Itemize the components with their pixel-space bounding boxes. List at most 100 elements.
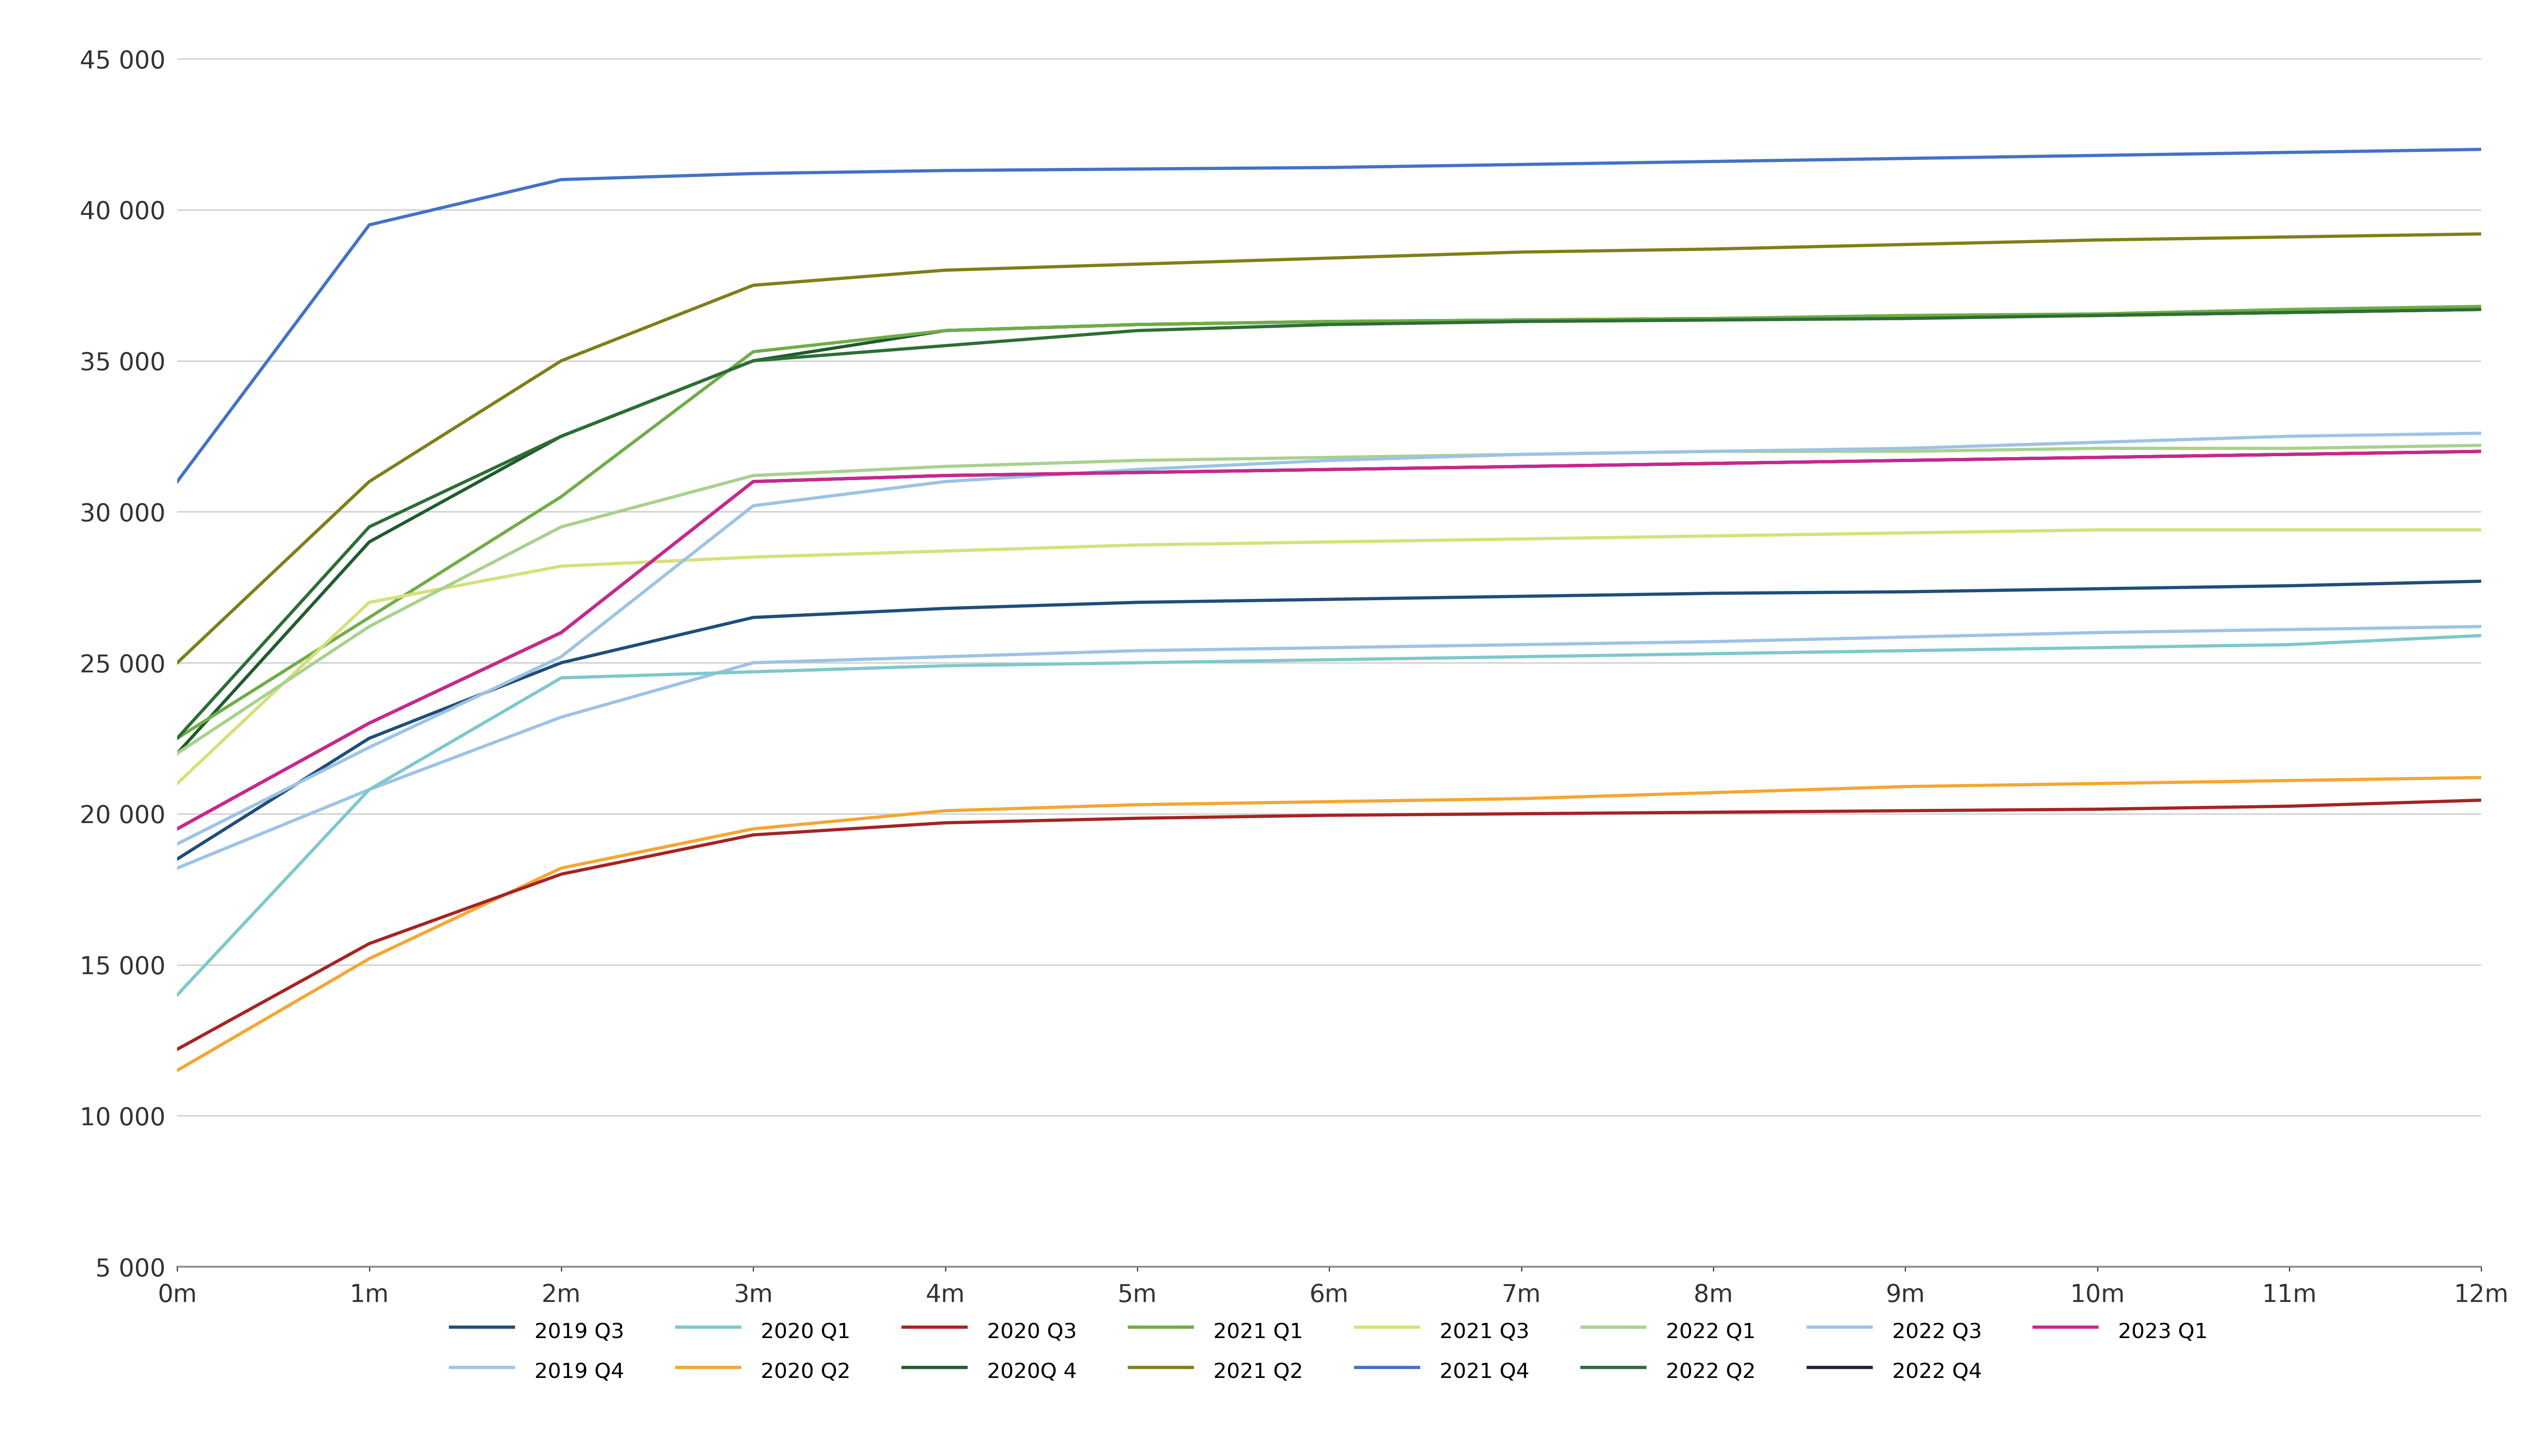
2020Q 4	[1889, 309, 1919, 326]
2020 Q2	[1507, 791, 1537, 808]
2022 Q1	[2274, 440, 2304, 457]
2022 Q3	[2081, 434, 2112, 451]
2023 Q1	[739, 473, 770, 491]
2021 Q1	[1889, 307, 1919, 325]
2020 Q1	[354, 780, 385, 798]
2019 Q3	[2274, 577, 2304, 594]
2021 Q2	[1507, 243, 1537, 261]
2022 Q3	[1314, 451, 1344, 469]
2020Q 4	[2081, 307, 2112, 325]
Line: 2021 Q3: 2021 Q3	[177, 530, 2481, 783]
Line: 2020Q 4: 2020Q 4	[177, 310, 2481, 753]
2022 Q4	[354, 715, 385, 732]
2020 Q1	[547, 670, 577, 687]
2022 Q3	[1889, 440, 1919, 457]
2021 Q3	[2081, 521, 2112, 539]
2020 Q2	[929, 802, 960, 820]
2020 Q1	[2466, 628, 2497, 645]
2021 Q2	[1314, 249, 1344, 266]
2022 Q1	[929, 457, 960, 475]
2019 Q3	[1314, 591, 1344, 609]
2021 Q4	[1699, 153, 1729, 170]
2022 Q1	[1507, 446, 1537, 463]
2021 Q1	[1122, 316, 1152, 333]
Line: 2022 Q2: 2022 Q2	[177, 310, 2481, 738]
2020 Q1	[1122, 654, 1152, 671]
2019 Q3	[2081, 579, 2112, 597]
Line: 2020 Q2: 2020 Q2	[177, 778, 2481, 1070]
2022 Q2	[1507, 313, 1537, 331]
2021 Q4	[929, 162, 960, 179]
2023 Q1	[1314, 460, 1344, 478]
2020 Q2	[1122, 796, 1152, 814]
2020Q 4	[1314, 313, 1344, 331]
2020 Q3	[2274, 798, 2304, 815]
2023 Q1	[162, 820, 192, 837]
2020 Q1	[2081, 639, 2112, 657]
2022 Q3	[929, 473, 960, 491]
2021 Q3	[1122, 536, 1152, 553]
Line: 2020 Q1: 2020 Q1	[177, 636, 2481, 994]
2022 Q1	[547, 518, 577, 536]
2023 Q1	[929, 467, 960, 485]
2021 Q4	[2081, 147, 2112, 165]
2019 Q4	[547, 709, 577, 727]
2021 Q4	[1314, 159, 1344, 176]
2020 Q3	[739, 826, 770, 843]
2020 Q1	[162, 986, 192, 1003]
2020 Q2	[547, 859, 577, 877]
2022 Q3	[1507, 446, 1537, 463]
2022 Q1	[1122, 451, 1152, 469]
2020Q 4	[1122, 316, 1152, 333]
2022 Q3	[354, 738, 385, 756]
2020 Q2	[1314, 794, 1344, 811]
2021 Q2	[2466, 226, 2497, 243]
2022 Q1	[162, 744, 192, 761]
2022 Q1	[1314, 448, 1344, 466]
2021 Q4	[1122, 160, 1152, 178]
2022 Q2	[547, 428, 577, 446]
2019 Q3	[162, 850, 192, 868]
2021 Q4	[162, 473, 192, 491]
2021 Q1	[547, 488, 577, 505]
Legend: 2019 Q3, 2019 Q4, 2020 Q1, 2020 Q2, 2020 Q3, 2020Q 4, 2021 Q1, 2021 Q2, 2021 Q3,: 2019 Q3, 2019 Q4, 2020 Q1, 2020 Q2, 2020…	[441, 1306, 2218, 1396]
2019 Q4	[1314, 639, 1344, 657]
2019 Q4	[2081, 623, 2112, 641]
2020Q 4	[162, 744, 192, 761]
2021 Q3	[739, 549, 770, 566]
2021 Q3	[1699, 527, 1729, 545]
2022 Q4	[1889, 451, 1919, 469]
2020Q 4	[2274, 304, 2304, 322]
Line: 2022 Q1: 2022 Q1	[177, 446, 2481, 753]
2020 Q3	[1507, 805, 1537, 823]
2022 Q2	[162, 729, 192, 747]
2022 Q4	[2466, 443, 2497, 460]
2022 Q2	[2466, 301, 2497, 319]
2021 Q2	[162, 654, 192, 671]
2020 Q2	[739, 820, 770, 837]
2021 Q1	[739, 344, 770, 361]
2020 Q2	[2466, 769, 2497, 786]
2020 Q3	[1122, 810, 1152, 827]
2021 Q3	[929, 542, 960, 559]
2023 Q1	[2081, 448, 2112, 466]
2019 Q4	[354, 780, 385, 798]
2021 Q2	[929, 262, 960, 280]
2020 Q3	[354, 935, 385, 952]
2020 Q3	[929, 814, 960, 831]
2022 Q2	[1699, 312, 1729, 329]
2021 Q4	[1507, 156, 1537, 173]
Line: 2023 Q1: 2023 Q1	[177, 451, 2481, 828]
2019 Q4	[1889, 629, 1919, 646]
Line: 2019 Q4: 2019 Q4	[177, 626, 2481, 868]
2020Q 4	[739, 352, 770, 370]
2020 Q2	[2274, 772, 2304, 789]
Line: 2020 Q3: 2020 Q3	[177, 801, 2481, 1050]
2023 Q1	[547, 623, 577, 641]
2022 Q4	[739, 473, 770, 491]
2021 Q3	[1889, 524, 1919, 542]
2020Q 4	[1699, 310, 1729, 328]
2022 Q4	[162, 820, 192, 837]
2019 Q3	[929, 600, 960, 617]
2022 Q4	[1122, 464, 1152, 482]
